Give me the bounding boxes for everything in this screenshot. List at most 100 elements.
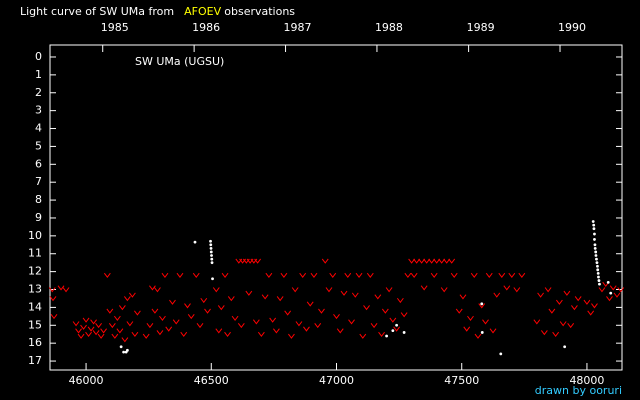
upper-limit (146, 322, 154, 329)
upper-limit (257, 331, 265, 338)
upper-limit (87, 326, 95, 332)
upper-limit (156, 330, 164, 336)
upper-limit (176, 272, 184, 279)
upper-limit (299, 272, 307, 279)
detection (395, 323, 399, 327)
upper-limit (172, 319, 180, 325)
upper-limit (448, 258, 456, 264)
detection (593, 246, 597, 250)
upper-limit (438, 258, 446, 264)
detection (385, 334, 388, 338)
upper-limit (265, 272, 273, 279)
detection (593, 243, 597, 247)
x2-tick-label: 1989 (467, 21, 495, 34)
detection (499, 352, 503, 356)
upper-limit (196, 322, 204, 329)
upper-limit (215, 328, 223, 334)
detection (480, 331, 484, 334)
detection (593, 238, 596, 241)
upper-limit (408, 258, 416, 264)
upper-limit (204, 308, 211, 314)
upper-limit (508, 272, 516, 279)
detection (593, 232, 596, 236)
upper-limit (75, 328, 82, 334)
upper-limit (333, 314, 340, 320)
upper-limit (221, 272, 229, 279)
upper-limit (467, 315, 474, 321)
upper-limit (617, 287, 625, 293)
upper-limit (574, 296, 582, 302)
upper-limit (537, 292, 545, 298)
upper-limit (396, 297, 404, 304)
upper-limit (329, 272, 337, 279)
upper-limit (92, 330, 100, 336)
upper-limit (459, 294, 467, 300)
upper-limit (591, 303, 598, 309)
title-part: AFOEV (184, 5, 221, 18)
upper-limit (217, 305, 225, 311)
detection (209, 243, 213, 247)
detection (591, 220, 595, 223)
detection (597, 275, 600, 279)
upper-limit (485, 272, 493, 279)
upper-limit (291, 287, 299, 293)
upper-limit (518, 272, 526, 279)
upper-limit (513, 287, 521, 293)
upper-limit (113, 315, 121, 321)
upper-limit (108, 322, 116, 329)
upper-limit (498, 272, 506, 279)
upper-limit (280, 272, 288, 279)
upper-limit (149, 285, 156, 291)
upper-limit (344, 272, 352, 279)
detection (594, 250, 598, 254)
upper-limit (310, 272, 318, 279)
upper-limit (116, 328, 124, 334)
upper-limit (563, 290, 571, 296)
upper-limit (404, 272, 412, 279)
y-tick-label: 12 (28, 265, 42, 278)
upper-limit (351, 292, 359, 298)
upper-limit (559, 321, 567, 327)
x2-tick-label: 1988 (375, 21, 403, 34)
upper-limit (423, 258, 431, 264)
upper-limit (430, 272, 438, 279)
upper-limit (131, 331, 139, 338)
upper-limit (161, 272, 169, 279)
upper-limit (62, 287, 70, 293)
upper-limit (474, 333, 482, 339)
detection (598, 282, 601, 286)
upper-limit (413, 258, 421, 264)
credit: drawn by ooruri (535, 384, 622, 397)
upper-limit (180, 331, 188, 338)
y-tick-label: 11 (28, 247, 42, 260)
detection (595, 261, 599, 265)
upper-limit (227, 296, 235, 302)
detection (596, 272, 600, 275)
detection (193, 240, 197, 244)
detection (210, 257, 214, 261)
upper-limit (95, 322, 102, 329)
annotation: SW UMa (UGSU) (135, 55, 224, 68)
upper-limit (381, 308, 389, 314)
plot-frame (49, 44, 623, 371)
upper-limit (366, 272, 374, 279)
x2-tick-label: 1987 (284, 21, 312, 34)
upper-limit (237, 322, 245, 329)
upper-limit (482, 319, 489, 325)
upper-limit (389, 317, 397, 323)
upper-limit (325, 287, 333, 293)
detection (596, 268, 600, 272)
upper-limit (100, 328, 107, 334)
detection (391, 329, 395, 333)
upper-limit (284, 310, 292, 316)
detection (209, 250, 213, 254)
y-tick-label: 3 (35, 104, 42, 117)
upper-limit (276, 296, 284, 302)
upper-limit (374, 294, 382, 300)
title-part: observations (224, 5, 295, 18)
detection (597, 279, 601, 282)
upper-limit (418, 258, 426, 264)
upper-limit (57, 285, 65, 291)
upper-limit (295, 321, 303, 327)
upper-limit (50, 314, 58, 320)
